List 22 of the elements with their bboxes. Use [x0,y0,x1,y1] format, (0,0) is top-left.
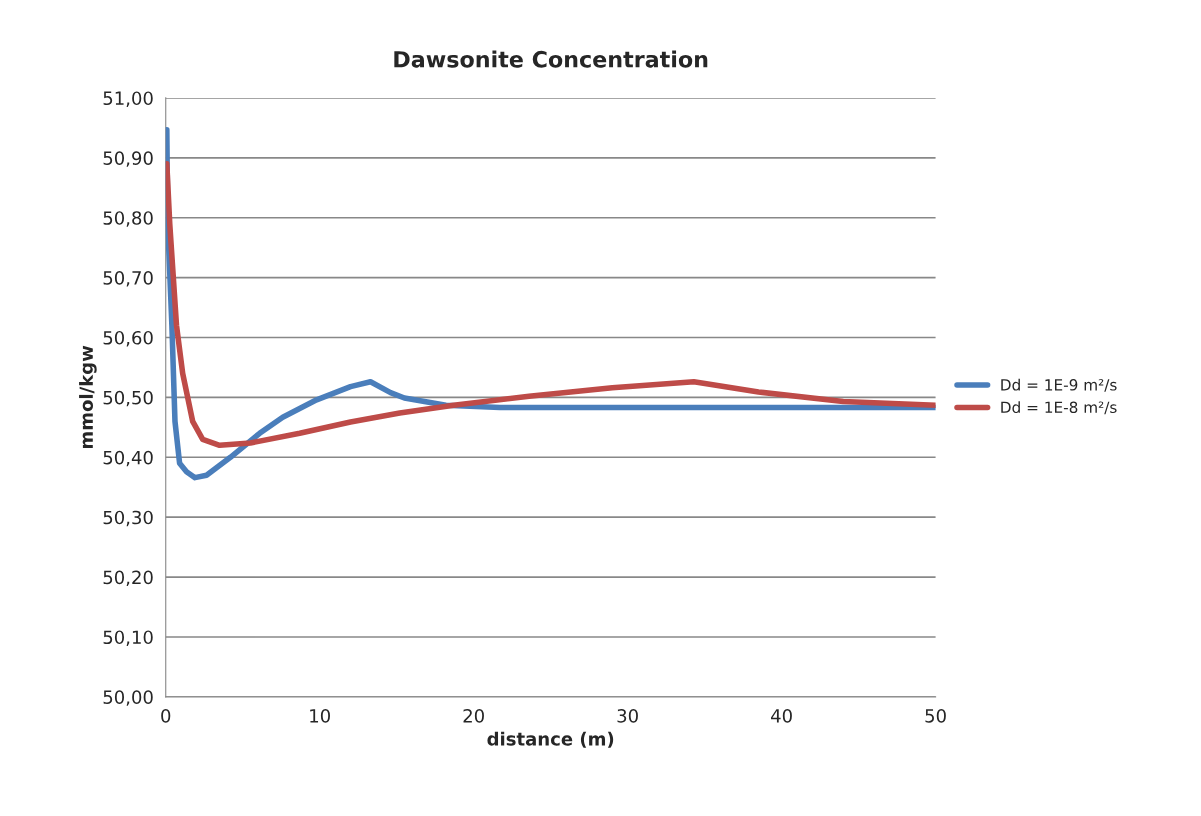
x-axis-title: distance (m) [487,731,614,748]
y-tick-label: 50,50 [103,390,153,407]
chart-title: Dawsonite Concentration [394,50,708,68]
x-tick-label: 50 [925,708,946,723]
legend-label: Dd = 1E-9 m²/s [1001,378,1117,392]
y-tick-label: 51,00 [103,91,153,107]
y-axis-title: mmol/kgw [79,345,97,449]
y-tick-label: 50,60 [103,330,153,347]
y-tick-label: 50,70 [103,271,153,287]
x-tick-label: 10 [310,708,330,723]
y-tick-label: 50,20 [103,570,153,587]
legend-label: Dd = 1E-8 m²/s [1001,401,1117,415]
y-tick-label: 50,80 [103,211,153,227]
y-tick-label: 50,90 [103,151,153,167]
x-tick-label: 30 [617,708,638,723]
y-tick-label: 50,10 [103,630,153,646]
y-tick-label: 50,30 [103,510,153,527]
x-tick-label: 40 [771,708,792,723]
y-tick-label: 50,40 [103,450,153,467]
y-tick-label: 50,00 [103,690,153,706]
x-tick-label: 20 [463,708,484,723]
x-tick-label: 0 [161,708,171,723]
